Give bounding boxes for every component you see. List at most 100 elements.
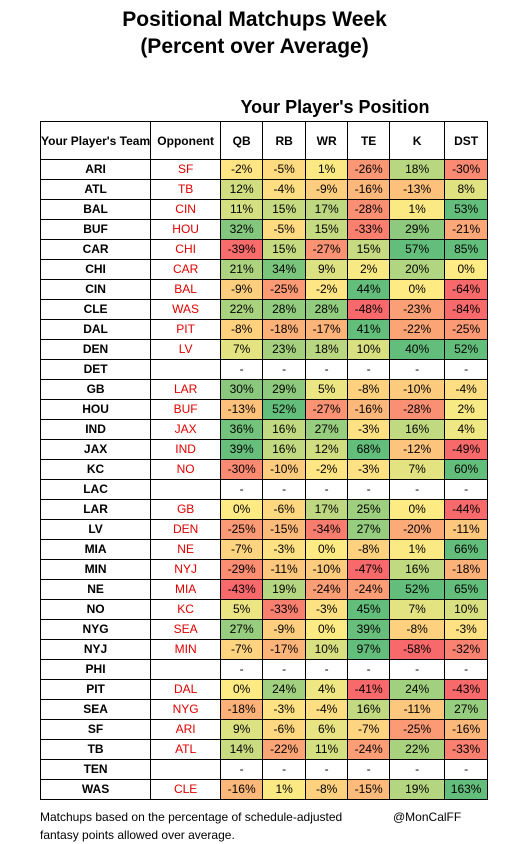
footer-note: Matchups based on the percentage of sche… bbox=[40, 808, 370, 844]
qb-value-cell: -29% bbox=[220, 559, 264, 580]
qb-value-cell: -7% bbox=[220, 639, 264, 660]
wr-value-cell: 0% bbox=[305, 619, 349, 640]
rb-value-cell: -18% bbox=[262, 319, 307, 340]
k-value-cell: - bbox=[389, 659, 446, 680]
team-cell: SF bbox=[39, 719, 152, 740]
k-value-cell: 52% bbox=[389, 579, 446, 600]
team-cell: TB bbox=[39, 739, 152, 760]
qb-value-cell: 14% bbox=[220, 739, 264, 760]
k-value-cell: 7% bbox=[389, 459, 446, 480]
team-cell: LAC bbox=[39, 479, 152, 500]
qb-value-cell: -16% bbox=[220, 779, 264, 800]
opponent-cell: WAS bbox=[150, 299, 222, 320]
wr-value-cell: 12% bbox=[305, 439, 349, 460]
opponent-cell: NO bbox=[150, 459, 222, 480]
header-te: TE bbox=[347, 121, 391, 160]
chart-title-line-2: (Percent over Average) bbox=[140, 35, 369, 58]
table-row: NO KC 5% -33% -3% 45% 7% 10% bbox=[39, 599, 489, 620]
table-row: CAR CHI -39% 15% -27% 15% 57% 85% bbox=[39, 239, 489, 260]
rb-value-cell: 1% bbox=[262, 779, 307, 800]
dst-value-cell: 85% bbox=[444, 239, 489, 260]
dst-value-cell: - bbox=[444, 759, 489, 780]
opponent-cell: BAL bbox=[150, 279, 222, 300]
header-team: Your Player's Team bbox=[39, 121, 152, 160]
rb-value-cell: - bbox=[262, 479, 307, 500]
table-row: GB LAR 30% 29% 5% -8% -10% -4% bbox=[39, 379, 489, 400]
wr-value-cell: -9% bbox=[305, 179, 349, 200]
rb-value-cell: 19% bbox=[262, 579, 307, 600]
team-cell: IND bbox=[39, 419, 152, 440]
dst-value-cell: -84% bbox=[444, 299, 489, 320]
rb-value-cell: - bbox=[262, 359, 307, 380]
team-cell: HOU bbox=[39, 399, 152, 420]
te-value-cell: 15% bbox=[347, 239, 391, 260]
opponent-cell: TB bbox=[150, 179, 222, 200]
table-row: HOU BUF -13% 52% -27% -16% -28% 2% bbox=[39, 399, 489, 420]
te-value-cell: - bbox=[347, 359, 391, 380]
te-value-cell: 10% bbox=[347, 339, 391, 360]
team-cell: PIT bbox=[39, 679, 152, 700]
qb-value-cell: - bbox=[220, 359, 264, 380]
wr-value-cell: 4% bbox=[305, 679, 349, 700]
opponent-cell: CLE bbox=[150, 779, 222, 800]
rb-value-cell: -5% bbox=[262, 159, 307, 180]
table-row: WAS CLE -16% 1% -8% -15% 19% 163% bbox=[39, 779, 489, 800]
opponent-cell bbox=[150, 359, 222, 380]
rb-value-cell: 16% bbox=[262, 439, 307, 460]
qb-value-cell: -18% bbox=[220, 699, 264, 720]
rb-value-cell: -15% bbox=[262, 519, 307, 540]
te-value-cell: 25% bbox=[347, 499, 391, 520]
te-value-cell: -8% bbox=[347, 539, 391, 560]
te-value-cell: -47% bbox=[347, 559, 391, 580]
k-value-cell: 24% bbox=[389, 679, 446, 700]
table-row: DAL PIT -8% -18% -17% 41% -22% -25% bbox=[39, 319, 489, 340]
table-row: DET - - - - - - bbox=[39, 359, 489, 380]
k-value-cell: -23% bbox=[389, 299, 446, 320]
qb-value-cell: 12% bbox=[220, 179, 264, 200]
team-cell: JAX bbox=[39, 439, 152, 460]
opponent-cell: NYJ bbox=[150, 559, 222, 580]
opponent-cell bbox=[150, 659, 222, 680]
dst-value-cell: 2% bbox=[444, 399, 489, 420]
te-value-cell: -26% bbox=[347, 159, 391, 180]
opponent-cell: CHI bbox=[150, 239, 222, 260]
qb-value-cell: 36% bbox=[220, 419, 264, 440]
team-cell: CHI bbox=[39, 259, 152, 280]
table-header-row: Your Player's Team Opponent QB RB WR TE … bbox=[39, 121, 489, 160]
dst-value-cell: 52% bbox=[444, 339, 489, 360]
te-value-cell: -16% bbox=[347, 179, 391, 200]
qb-value-cell: -39% bbox=[220, 239, 264, 260]
rb-value-cell: -10% bbox=[262, 459, 307, 480]
k-value-cell: - bbox=[389, 479, 446, 500]
dst-value-cell: -49% bbox=[444, 439, 489, 460]
dst-value-cell: 60% bbox=[444, 459, 489, 480]
qb-value-cell: 27% bbox=[220, 619, 264, 640]
dst-value-cell: - bbox=[444, 659, 489, 680]
header-dst: DST bbox=[444, 121, 489, 160]
k-value-cell: -11% bbox=[389, 699, 446, 720]
qb-value-cell: -13% bbox=[220, 399, 264, 420]
dst-value-cell: -33% bbox=[444, 739, 489, 760]
k-value-cell: -22% bbox=[389, 319, 446, 340]
wr-value-cell: 17% bbox=[305, 199, 349, 220]
qb-value-cell: 0% bbox=[220, 499, 264, 520]
dst-value-cell: -16% bbox=[444, 719, 489, 740]
dst-value-cell: -44% bbox=[444, 499, 489, 520]
dst-value-cell: 4% bbox=[444, 419, 489, 440]
wr-value-cell: - bbox=[305, 359, 349, 380]
wr-value-cell: 18% bbox=[305, 339, 349, 360]
te-value-cell: -41% bbox=[347, 679, 391, 700]
table-row: BAL CIN 11% 15% 17% -28% 1% 53% bbox=[39, 199, 489, 220]
rb-value-cell: -5% bbox=[262, 219, 307, 240]
team-cell: NYJ bbox=[39, 639, 152, 660]
dst-value-cell: 0% bbox=[444, 259, 489, 280]
te-value-cell: -48% bbox=[347, 299, 391, 320]
te-value-cell: -33% bbox=[347, 219, 391, 240]
te-value-cell: -3% bbox=[347, 419, 391, 440]
chart-title: Positional Matchups Week (Percent over A… bbox=[0, 6, 509, 60]
opponent-cell: KC bbox=[150, 599, 222, 620]
table-row: TEN - - - - - - bbox=[39, 759, 489, 780]
te-value-cell: - bbox=[347, 479, 391, 500]
team-cell: DET bbox=[39, 359, 152, 380]
qb-value-cell: 30% bbox=[220, 379, 264, 400]
